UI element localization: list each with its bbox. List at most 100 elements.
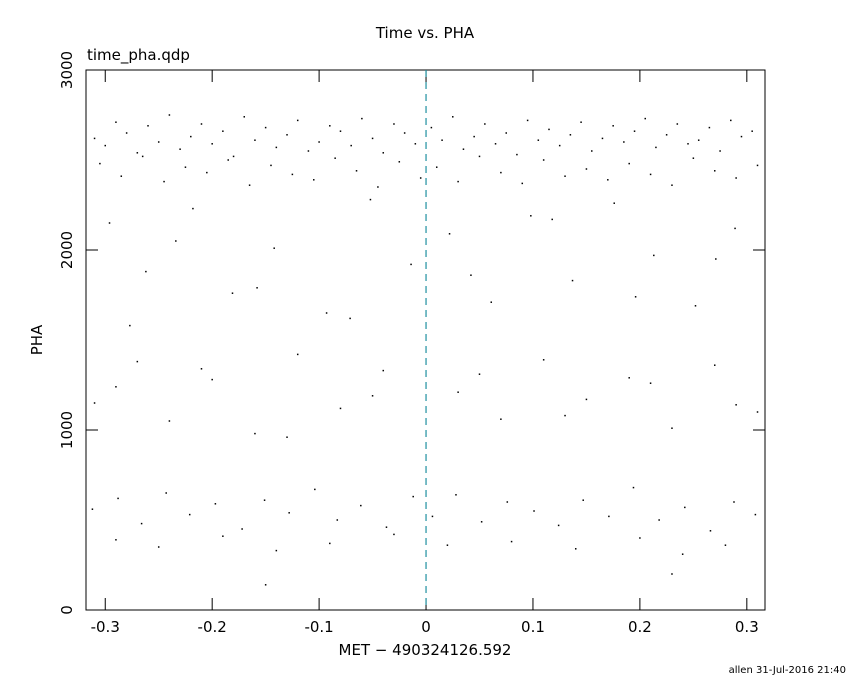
point: [288, 512, 290, 514]
point: [99, 162, 101, 165]
point: [557, 524, 560, 527]
point: [655, 146, 657, 149]
point: [709, 530, 712, 532]
point: [671, 184, 673, 186]
footer: allen 31-Jul-2016 21:40: [729, 665, 846, 676]
point: [175, 240, 177, 242]
point: [671, 427, 673, 429]
point: [639, 537, 641, 539]
point: [115, 539, 117, 541]
point: [141, 155, 144, 158]
point: [470, 274, 472, 276]
point: [188, 513, 191, 516]
point: [676, 123, 679, 125]
y-tick-label: 3000: [58, 51, 76, 89]
point: [115, 121, 117, 123]
point: [355, 170, 358, 172]
point: [222, 535, 224, 537]
point: [548, 128, 550, 131]
point: [601, 137, 604, 140]
point: [708, 126, 711, 129]
point: [734, 227, 736, 230]
point: [751, 130, 753, 132]
point: [286, 436, 288, 438]
point: [313, 179, 315, 181]
point: [754, 513, 757, 516]
point: [608, 515, 610, 518]
point: [382, 369, 385, 372]
point: [730, 119, 732, 122]
point: [286, 134, 288, 136]
y-tick-label: 1000: [58, 411, 76, 449]
point: [430, 126, 433, 129]
point: [571, 279, 574, 282]
point: [318, 141, 320, 143]
point: [200, 123, 203, 125]
point: [653, 254, 655, 257]
point: [231, 292, 234, 294]
point: [382, 152, 385, 154]
y-axis-label: PHA: [28, 324, 46, 355]
point: [93, 137, 96, 140]
point: [658, 519, 660, 521]
point: [214, 503, 217, 505]
x-tick-label: -0.2: [198, 618, 227, 636]
point: [168, 114, 171, 116]
point: [692, 157, 695, 159]
point: [435, 166, 438, 168]
point: [490, 301, 493, 303]
point: [506, 501, 509, 503]
point: [564, 175, 566, 177]
y-tick-label: 0: [58, 605, 76, 615]
point: [516, 153, 518, 156]
point: [431, 515, 434, 518]
point: [649, 173, 652, 176]
x-tick-label: 0.2: [628, 618, 652, 636]
point: [494, 143, 497, 145]
x-tick-label: 0: [421, 618, 431, 636]
point: [120, 175, 123, 177]
point: [756, 411, 759, 413]
point: [350, 144, 352, 147]
x-axis-label: MET − 490324126.592: [339, 641, 512, 659]
point: [296, 353, 299, 356]
point: [684, 506, 686, 509]
point: [393, 533, 395, 536]
point: [136, 360, 139, 363]
point: [329, 542, 331, 545]
point: [558, 144, 561, 147]
point: [455, 494, 457, 496]
x-tick-label: 0.3: [735, 618, 759, 636]
point: [91, 508, 94, 510]
point: [190, 135, 192, 138]
point: [740, 135, 743, 138]
point: [145, 270, 147, 273]
point: [360, 504, 362, 507]
point: [243, 116, 246, 118]
point: [665, 134, 668, 136]
point: [613, 202, 615, 204]
point: [232, 155, 235, 158]
point: [349, 317, 351, 320]
point: [681, 553, 684, 555]
point: [248, 184, 251, 186]
point: [697, 139, 700, 141]
point: [393, 123, 395, 125]
point: [715, 258, 717, 260]
point: [140, 522, 143, 525]
point: [687, 143, 689, 145]
point: [275, 146, 278, 149]
point: [591, 150, 593, 152]
point: [165, 492, 167, 494]
point: [184, 166, 187, 168]
y-tick-label: 2000: [58, 231, 76, 269]
point: [719, 150, 721, 152]
point: [129, 324, 131, 327]
point: [125, 132, 128, 134]
point: [542, 159, 545, 161]
point: [419, 177, 422, 179]
point: [325, 312, 328, 314]
point: [628, 162, 630, 165]
point: [452, 116, 454, 118]
